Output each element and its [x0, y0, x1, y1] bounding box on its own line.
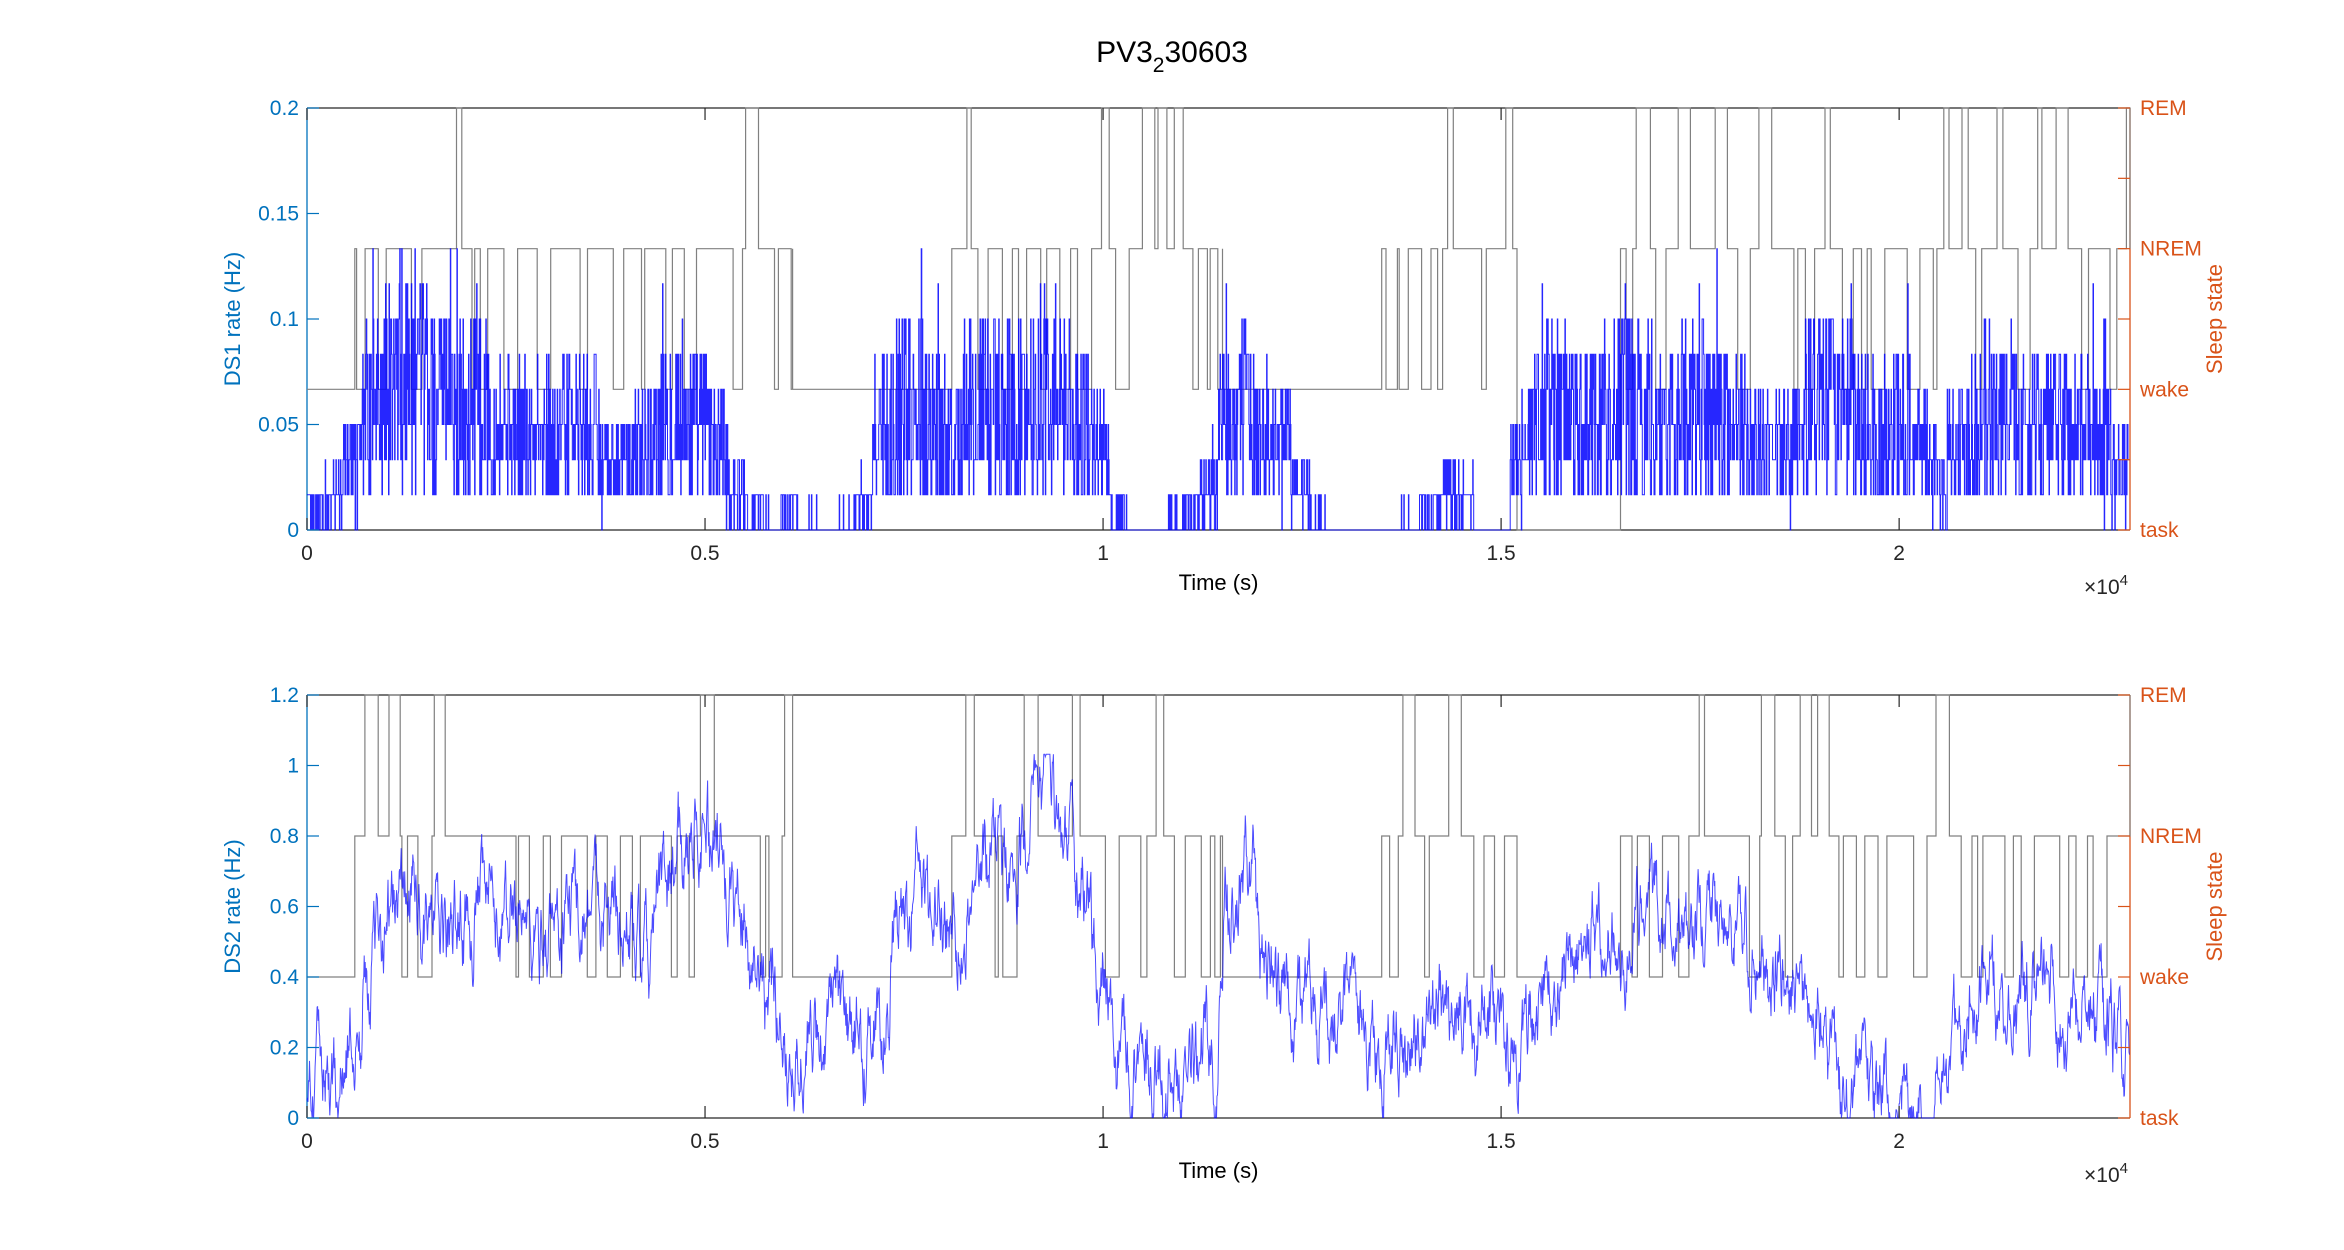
state-tick-label: task	[2140, 519, 2179, 542]
y-axis-label-left: DS1 rate (Hz)	[220, 252, 245, 386]
y-axis-label-right: Sleep state	[2202, 851, 2227, 961]
state-tick-label: task	[2140, 1107, 2179, 1130]
x-axis-exponent: ×104	[2084, 1160, 2128, 1187]
y-axis-label-left: DS2 rate (Hz)	[220, 839, 245, 973]
y-axis-label-right: Sleep state	[2202, 264, 2227, 374]
x-tick-label: 0	[301, 542, 313, 565]
y-tick-label: 0	[287, 1107, 299, 1130]
x-tick-label: 1.5	[1487, 1130, 1516, 1153]
x-exponent-base: ×10	[2084, 576, 2120, 599]
state-tick-label: wake	[2139, 966, 2189, 989]
ds2-rate-trace	[306, 753, 2130, 1119]
ds1-rate-trace	[307, 248, 2130, 531]
sleep-state-trace	[307, 107, 2131, 531]
x-exponent-power: 4	[2120, 1160, 2128, 1177]
y-tick-label: 0	[287, 519, 299, 542]
ds2-rate-panel: 0 0.5 1 1.5 2 Time (s) ×104 0 0.2 0.4 0.6 0.8 1 1.2 DS…	[220, 684, 2227, 1187]
sleep-state-trace	[307, 694, 2131, 978]
y-tick-label: 0.6	[270, 896, 299, 919]
y-tick-label: 1	[287, 755, 299, 778]
x-tick-label: 1	[1097, 1130, 1109, 1153]
x-tick-label: 0.5	[690, 542, 719, 565]
state-tick-label: REM	[2140, 97, 2187, 120]
y-tick-label: 0.05	[258, 414, 299, 437]
state-tick-label: NREM	[2140, 825, 2202, 848]
x-tick-label: 1.5	[1487, 542, 1516, 565]
y-tick-label: 0.1	[270, 308, 299, 331]
title-subscript: 2	[1153, 54, 1165, 77]
y-tick-label: 0.8	[270, 825, 299, 848]
title-tail: 30603	[1164, 36, 1247, 69]
x-exponent-base: ×10	[2084, 1164, 2120, 1187]
figure-title: PV3230603	[1096, 36, 1248, 77]
state-tick-label: wake	[2139, 378, 2189, 401]
ds1-rate-panel: 0 0.5 1 1.5 2 Time (s) ×104 0 0.05 0.1 0.15 0.2 DS1 …	[220, 97, 2227, 599]
y-tick-label: 0.4	[270, 966, 300, 989]
x-tick-label: 2	[1893, 542, 1905, 565]
state-tick-label: NREM	[2140, 238, 2202, 261]
x-tick-label: 2	[1893, 1130, 1905, 1153]
x-axis-exponent: ×104	[2084, 572, 2128, 599]
y-tick-label: 0.15	[258, 203, 299, 226]
x-tick-label: 0.5	[690, 1130, 719, 1153]
y-tick-label: 1.2	[270, 684, 299, 707]
x-axis-label: Time (s)	[1179, 1158, 1259, 1183]
x-exponent-power: 4	[2120, 572, 2128, 589]
x-tick-label: 1	[1097, 542, 1109, 565]
y-tick-label: 0.2	[270, 97, 299, 120]
title-main: PV3	[1096, 36, 1153, 69]
y-tick-label: 0.2	[270, 1037, 299, 1060]
state-tick-label: REM	[2140, 684, 2187, 707]
x-axis-label: Time (s)	[1179, 570, 1259, 595]
x-tick-label: 0	[301, 1130, 313, 1153]
